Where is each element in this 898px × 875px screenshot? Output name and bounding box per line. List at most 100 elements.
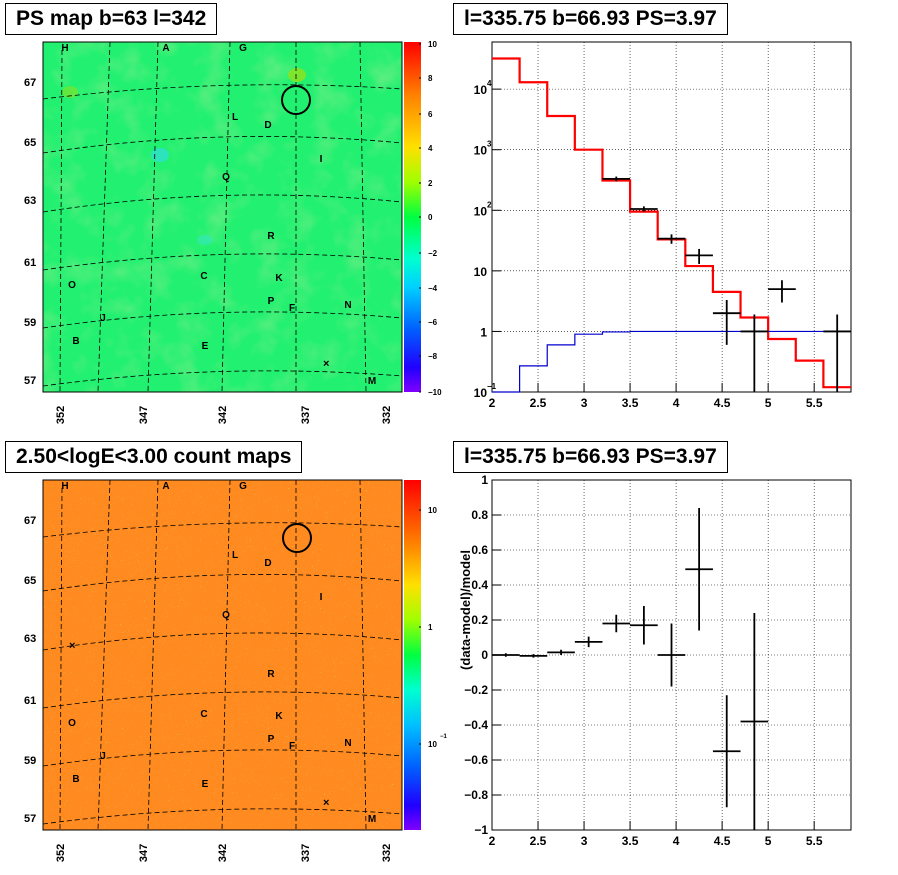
title-spectrum: l=335.75 b=66.93 PS=3.97: [453, 3, 728, 35]
source-label: D: [264, 120, 271, 131]
source-label: F: [289, 303, 295, 314]
y-tick-label: 0.2: [471, 613, 488, 627]
colorbar-tick-label: 4: [428, 144, 433, 153]
lon-tick-label: 342: [217, 844, 229, 862]
count-map-lon-labels: 352 347 342 337 332: [55, 844, 393, 862]
model-background-step: [492, 330, 851, 393]
y-tick-label: 10: [474, 265, 488, 279]
source-label: N: [344, 300, 351, 311]
colorbar-tick-label: 10: [428, 740, 437, 749]
x-tick-label: 4.5: [714, 834, 731, 848]
ps-map-lat-labels: 67 65 63 61 59 57: [24, 77, 36, 387]
source-label: H: [61, 43, 68, 54]
source-label: E: [202, 779, 209, 790]
lat-gridline: [42, 253, 403, 271]
y-tick-label: −0.2: [464, 683, 488, 697]
count-colorbar: [404, 480, 421, 830]
y-tick-label: −0.4: [464, 718, 488, 732]
spectrum-frame: [491, 41, 852, 393]
ps-map-lon-labels: 352 347 342 337 332: [55, 406, 393, 424]
cross-marker: ×: [323, 358, 329, 370]
source-label: A: [162, 481, 169, 492]
y-tick-label: 0.4: [471, 578, 488, 592]
x-tick-label: 3.5: [622, 834, 639, 848]
colorbar-tick-label: 0: [428, 213, 433, 222]
lat-tick-label: 65: [24, 575, 36, 587]
lat-gridline: [42, 522, 403, 538]
y-tick-label: 10: [474, 83, 488, 97]
colorbar-tick-label: 10: [428, 506, 437, 515]
y-tick-label: 0.6: [471, 543, 488, 557]
source-circle: [281, 85, 311, 115]
count-map-grid: [42, 479, 403, 831]
lat-gridline: [42, 84, 403, 100]
source-label: N: [344, 738, 351, 749]
source-label: P: [268, 296, 275, 307]
source-label: A: [162, 43, 169, 54]
lat-tick-label: 59: [24, 317, 36, 329]
source-label: J: [100, 751, 106, 762]
colorbar-tick-label: 1: [428, 623, 433, 632]
x-tick-label: 5: [765, 396, 772, 410]
lat-tick-label: 67: [24, 77, 36, 89]
lat-tick-label: 61: [24, 695, 36, 707]
x-tick-label: 4.5: [714, 396, 731, 410]
x-tick-label: 2: [489, 396, 496, 410]
lat-gridline: [42, 136, 403, 154]
lon-tick-label: 337: [300, 406, 312, 424]
source-label: Q: [222, 172, 230, 183]
residual-frame: [491, 479, 852, 831]
colorbar-tick-label: 6: [428, 110, 433, 119]
lon-tick-label: 352: [55, 406, 67, 424]
ps-map-source-labels: H A G L D I Q R C K O P F N J B E M: [61, 43, 376, 387]
lon-gridline: [359, 479, 367, 831]
x-tick-label: 2: [489, 834, 496, 848]
lon-gridline: [147, 41, 159, 393]
source-label: B: [72, 336, 79, 347]
y-tick-label: −0.8: [464, 788, 488, 802]
source-label: G: [239, 43, 247, 54]
lat-tick-label: 57: [24, 375, 36, 387]
lon-tick-label: 337: [300, 844, 312, 862]
source-label: M: [368, 376, 376, 387]
lat-gridline: [42, 311, 403, 329]
y-axis-label: (data-model)/model: [458, 550, 473, 670]
x-tick-label: 3: [581, 396, 588, 410]
ps-colorbar-labels: 10 8 6 4 2 0 −2 −4 −6 −8 −10: [419, 40, 442, 397]
x-tick-label: 2.5: [530, 834, 547, 848]
source-label: L: [232, 550, 238, 561]
y-tick-label: 10: [474, 144, 488, 158]
source-label: I: [320, 592, 323, 603]
lat-gridline: [42, 632, 403, 651]
source-label: K: [275, 711, 283, 722]
y-tick-exponent: 2: [487, 200, 492, 209]
x-tick-label: 5.5: [806, 396, 823, 410]
source-label: R: [267, 669, 275, 680]
source-label: R: [267, 231, 275, 242]
lon-gridline: [147, 479, 159, 831]
lat-tick-label: 67: [24, 515, 36, 527]
x-tick-label: 2.5: [530, 396, 547, 410]
colorbar-tick-label: 2: [428, 179, 433, 188]
lat-tick-label: 63: [24, 633, 36, 645]
title-count-map: 2.50<logE<3.00 count maps: [5, 441, 303, 473]
y-tick-exponent: 3: [487, 140, 492, 149]
colorbar-tick-label: 8: [428, 74, 433, 83]
lat-tick-label: 57: [24, 813, 36, 825]
lon-tick-label: 347: [138, 844, 150, 862]
lat-gridline: [42, 194, 403, 213]
source-circle: [282, 523, 312, 553]
source-label: O: [68, 718, 76, 729]
cross-marker: ×: [323, 797, 329, 809]
colorbar-tick-label: −8: [428, 352, 438, 361]
lon-tick-label: 342: [217, 406, 229, 424]
model-total-step: [492, 57, 851, 389]
lon-gridline: [221, 479, 231, 831]
source-label: H: [61, 481, 68, 492]
source-label: E: [202, 341, 209, 352]
y-tick-label: −0.6: [464, 753, 488, 767]
colorbar-tick-label: −2: [428, 249, 438, 258]
lat-gridline: [42, 574, 403, 592]
y-tick-label: 10: [474, 386, 488, 400]
